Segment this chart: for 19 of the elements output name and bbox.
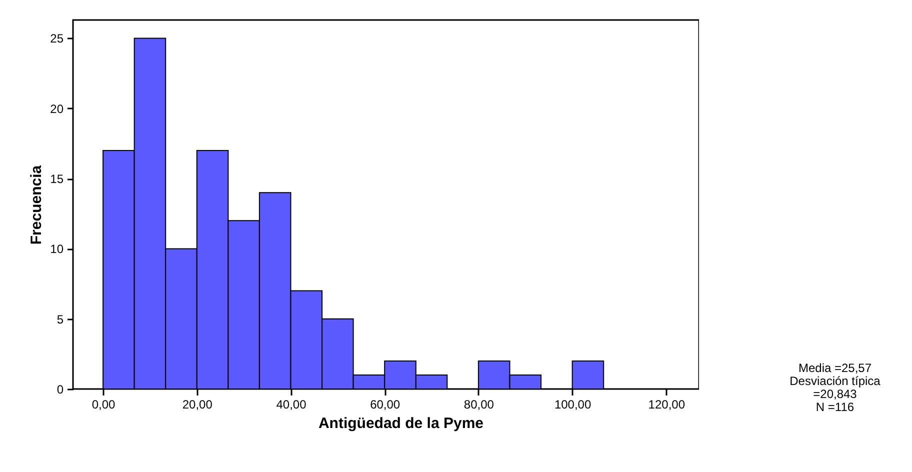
y-tick-label: 20 (50, 102, 64, 116)
y-tick-label: 5 (56, 312, 64, 326)
x-tick-label: 40,00 (276, 398, 307, 412)
text: Desviación típica (788, 374, 882, 388)
text: N =116 (814, 400, 856, 414)
x-tick-label: 80,00 (464, 398, 494, 412)
x-tick-label: 0,00 (92, 398, 116, 412)
y-tick-label: 25 (50, 32, 64, 46)
text: =20,843 (812, 387, 857, 401)
x-tick-label: 100,00 (554, 398, 592, 412)
y-tick-label: 15 (50, 172, 64, 186)
text: Media =25,57 (797, 361, 873, 375)
x-tick-label: 20,00 (182, 398, 213, 412)
y-tick-label: 0 (56, 382, 64, 396)
x-tick-label: 60,00 (370, 398, 400, 412)
y-tick-label: 10 (50, 242, 64, 256)
y-axis-title: Frecuencia (28, 164, 46, 245)
x-tick-label: 120,00 (648, 398, 686, 412)
x-axis-title: Antigüedad de la Pyme (317, 415, 485, 432)
